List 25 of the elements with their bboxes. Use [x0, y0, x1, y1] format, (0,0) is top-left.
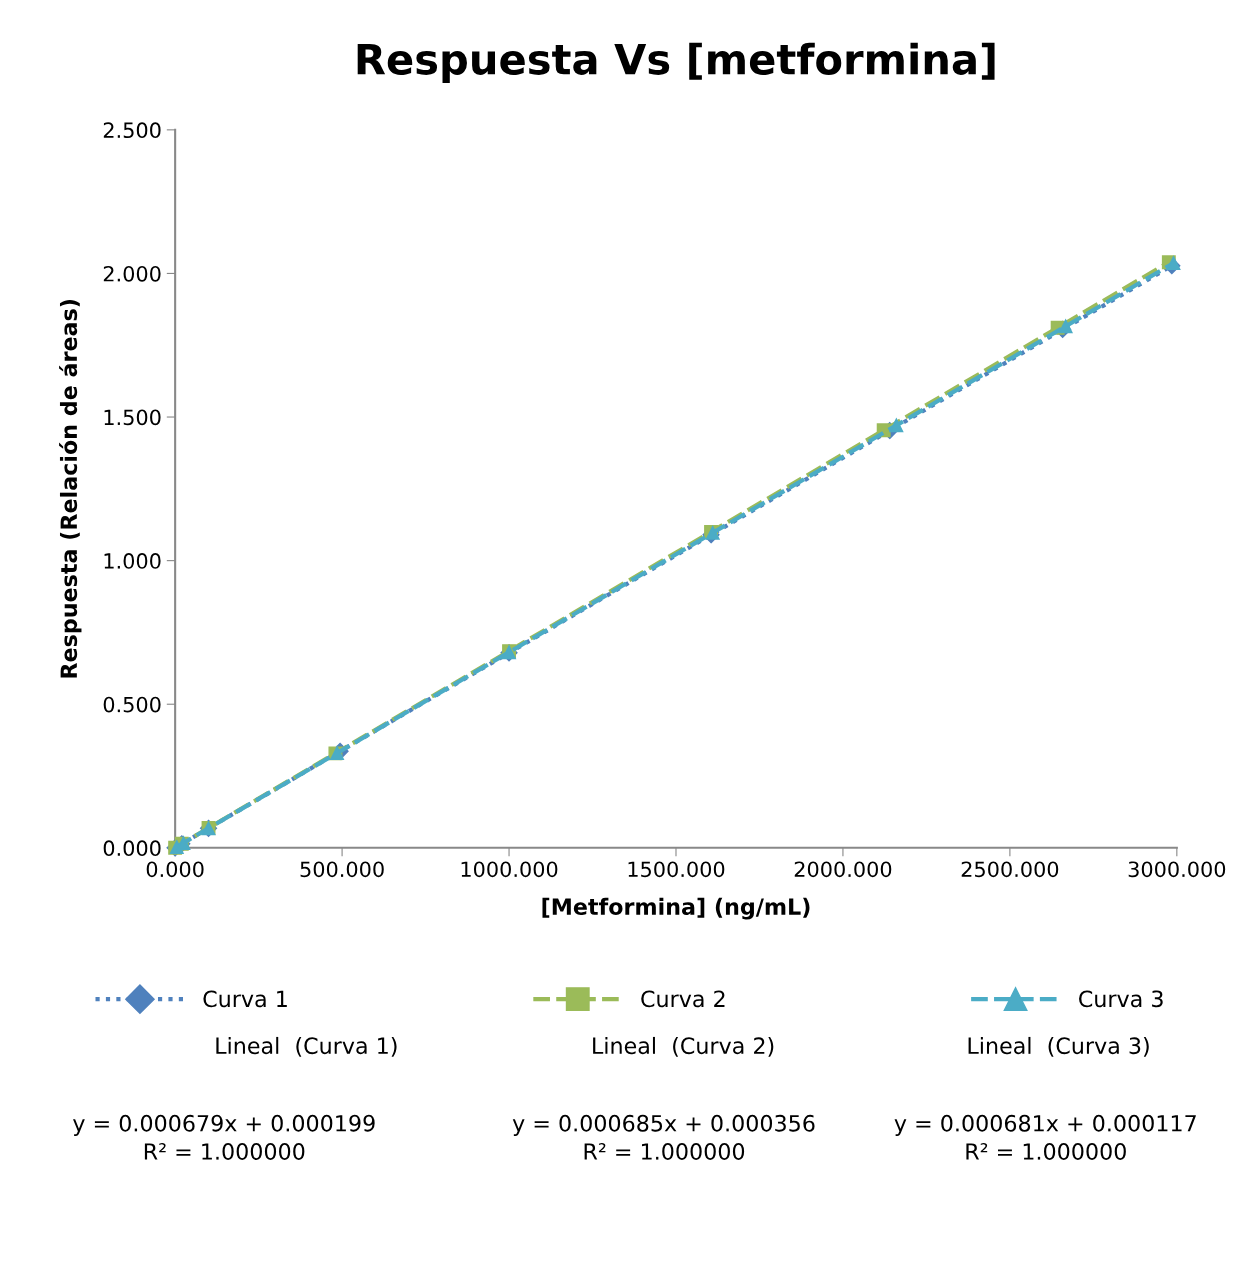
text: y = 0.000679x + 0.000199 R² = 1.000000: [73, 1114, 375, 1160]
legend-label: Curva 3: [1079, 990, 1163, 1008]
text: Lineal (Curva 3): [968, 1036, 1149, 1057]
text: y = 0.000681x + 0.000117 R² = 1.000000: [894, 1114, 1196, 1160]
legend-label: Curva 1: [203, 990, 287, 1008]
x-axis-title: [Metformina] (ng/mL): [542, 897, 810, 920]
x-tick-label: 2000.000: [794, 861, 892, 878]
y-tick-label: 0.000: [103, 840, 161, 857]
text: Lineal (Curva 1): [216, 1036, 397, 1057]
x-tick-label: 0.000: [146, 861, 204, 878]
y-tick-label: 2.000: [103, 265, 161, 282]
x-tick-label: 1000.000: [461, 861, 558, 878]
y-tick-label: 1.000: [104, 553, 161, 569]
y-axis-title: Respuesta (Relación de áreas): [59, 300, 82, 678]
x-tick-label: 500.000: [300, 861, 384, 878]
y-tick-label: 1.500: [104, 409, 161, 426]
legend-label: Curva 2: [641, 990, 725, 1008]
y-tick-label: 0.500: [103, 696, 161, 713]
text: Lineal (Curva 2): [593, 1036, 774, 1057]
x-tick-label: 3000.000: [1128, 861, 1226, 878]
x-tick-label: 1500.000: [628, 861, 725, 878]
y-tick-label: 2.500: [103, 122, 161, 139]
text: y = 0.000685x + 0.000356 R² = 1.000000: [512, 1114, 815, 1160]
chart-title: Respuesta Vs [metformina]: [357, 42, 995, 83]
x-tick-label: 2500.000: [961, 861, 1059, 878]
